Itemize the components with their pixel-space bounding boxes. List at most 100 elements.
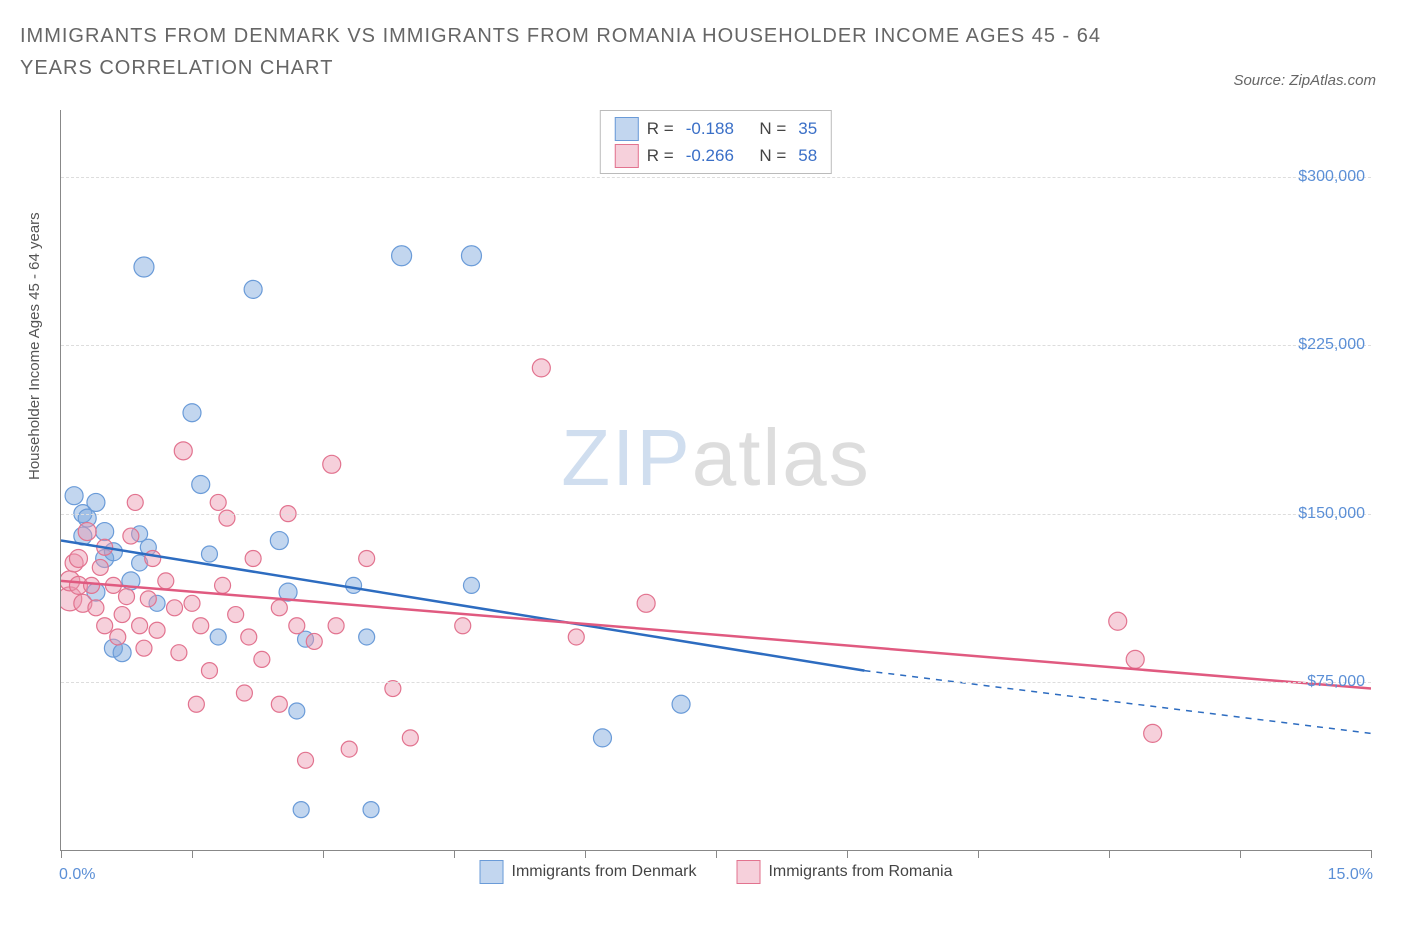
y-tick-label: $300,000 bbox=[1298, 168, 1365, 186]
data-point bbox=[241, 629, 257, 645]
x-tick bbox=[1371, 850, 1372, 858]
y-tick-label: $75,000 bbox=[1307, 673, 1365, 691]
data-point bbox=[219, 510, 235, 526]
data-point bbox=[92, 559, 108, 575]
r-label: R = bbox=[647, 142, 674, 169]
data-point bbox=[289, 618, 305, 634]
x-tick bbox=[323, 850, 324, 858]
data-point bbox=[298, 631, 314, 647]
data-point bbox=[210, 629, 226, 645]
data-point bbox=[392, 246, 412, 266]
data-point bbox=[328, 618, 344, 634]
data-point bbox=[65, 487, 83, 505]
n-label: N = bbox=[759, 115, 786, 142]
data-point bbox=[88, 600, 104, 616]
data-point bbox=[279, 583, 297, 601]
grid-line bbox=[61, 514, 1371, 515]
grid-line bbox=[61, 177, 1371, 178]
x-max-label: 15.0% bbox=[1328, 866, 1373, 884]
data-point bbox=[96, 523, 114, 541]
data-point bbox=[110, 629, 126, 645]
x-tick bbox=[585, 850, 586, 858]
legend-item-denmark: Immigrants from Denmark bbox=[480, 860, 697, 884]
data-point bbox=[145, 550, 161, 566]
data-point bbox=[105, 577, 121, 593]
r-label: R = bbox=[647, 115, 674, 142]
data-point bbox=[65, 554, 83, 572]
data-point bbox=[87, 583, 105, 601]
plot-area: ZIPatlas R = -0.188 N = 35 R = -0.266 N … bbox=[60, 110, 1371, 851]
x-tick bbox=[61, 850, 62, 858]
data-point bbox=[1109, 612, 1127, 630]
correlation-chart: IMMIGRANTS FROM DENMARK VS IMMIGRANTS FR… bbox=[20, 20, 1386, 910]
n-label: N = bbox=[759, 142, 786, 169]
data-point bbox=[104, 639, 122, 657]
data-point bbox=[96, 549, 114, 567]
r-value-romania: -0.266 bbox=[686, 142, 734, 169]
trend-line-extrapolated bbox=[864, 671, 1371, 734]
data-point bbox=[193, 618, 209, 634]
data-point bbox=[236, 685, 252, 701]
data-point bbox=[113, 644, 131, 662]
data-point bbox=[568, 629, 584, 645]
swatch-romania bbox=[615, 144, 639, 168]
data-point bbox=[270, 532, 288, 550]
data-point bbox=[78, 509, 96, 527]
data-point bbox=[61, 571, 80, 591]
grid-line bbox=[61, 345, 1371, 346]
y-axis-label: Householder Income Ages 45 - 64 years bbox=[26, 212, 43, 480]
data-point bbox=[192, 475, 210, 493]
data-point bbox=[672, 695, 690, 713]
data-point bbox=[183, 404, 201, 422]
data-point bbox=[215, 577, 231, 593]
data-point bbox=[184, 595, 200, 611]
data-point bbox=[132, 555, 148, 571]
data-point bbox=[134, 257, 154, 277]
stats-row-denmark: R = -0.188 N = 35 bbox=[615, 115, 817, 142]
x-tick bbox=[192, 850, 193, 858]
chart-title: IMMIGRANTS FROM DENMARK VS IMMIGRANTS FR… bbox=[20, 20, 1120, 84]
data-point bbox=[228, 607, 244, 623]
data-point bbox=[323, 455, 341, 473]
data-point bbox=[123, 528, 139, 544]
n-value-denmark: 35 bbox=[798, 115, 817, 142]
data-point bbox=[637, 594, 655, 612]
data-point bbox=[158, 573, 174, 589]
data-point bbox=[104, 543, 122, 561]
data-point bbox=[201, 546, 217, 562]
swatch-romania bbox=[736, 860, 760, 884]
swatch-denmark bbox=[615, 117, 639, 141]
stats-legend: R = -0.188 N = 35 R = -0.266 N = 58 bbox=[600, 110, 832, 174]
x-tick bbox=[454, 850, 455, 858]
data-point bbox=[97, 539, 113, 555]
data-point bbox=[532, 359, 550, 377]
data-point bbox=[271, 696, 287, 712]
watermark-part2: atlas bbox=[692, 413, 871, 502]
trend-line bbox=[61, 581, 1371, 689]
x-tick bbox=[716, 850, 717, 858]
data-point bbox=[254, 651, 270, 667]
data-point bbox=[244, 280, 262, 298]
watermark-part1: ZIP bbox=[561, 413, 691, 502]
legend-label-denmark: Immigrants from Denmark bbox=[512, 863, 697, 881]
n-value-romania: 58 bbox=[798, 142, 817, 169]
x-min-label: 0.0% bbox=[59, 866, 95, 884]
data-point bbox=[359, 550, 375, 566]
data-point bbox=[363, 802, 379, 818]
legend-item-romania: Immigrants from Romania bbox=[736, 860, 952, 884]
data-point bbox=[149, 595, 165, 611]
data-point bbox=[119, 589, 135, 605]
data-point bbox=[140, 591, 156, 607]
data-point bbox=[127, 494, 143, 510]
data-point bbox=[87, 493, 105, 511]
data-point bbox=[306, 633, 322, 649]
y-tick-label: $150,000 bbox=[1298, 505, 1365, 523]
x-tick bbox=[1240, 850, 1241, 858]
data-point bbox=[132, 618, 148, 634]
data-point bbox=[359, 629, 375, 645]
data-point bbox=[188, 696, 204, 712]
grid-line bbox=[61, 682, 1371, 683]
data-point bbox=[293, 802, 309, 818]
data-point bbox=[136, 640, 152, 656]
data-point bbox=[114, 607, 130, 623]
